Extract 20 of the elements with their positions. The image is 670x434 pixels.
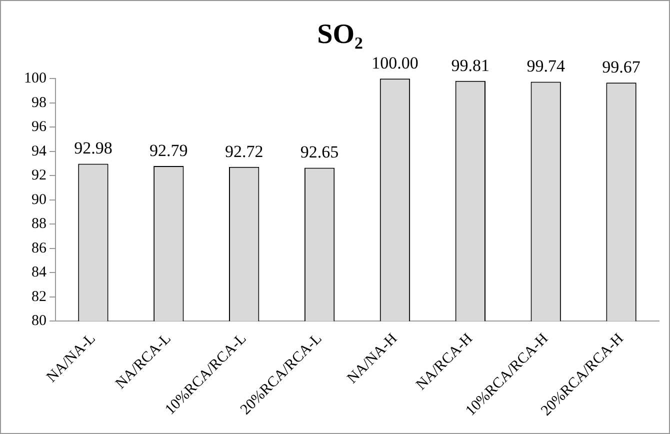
- y-tick-label: 80: [32, 313, 46, 330]
- y-tick-label: 90: [32, 192, 46, 208]
- y-tick-label: 86: [32, 240, 47, 256]
- data-label: 92.79: [150, 140, 188, 160]
- data-label: 92.72: [224, 142, 264, 161]
- y-tick-label: 88: [32, 216, 46, 232]
- data-label: 99.81: [451, 56, 490, 75]
- chart-title: SO₂: [317, 19, 363, 50]
- y-tick-label: 82: [32, 288, 46, 305]
- y-tick-label: 92: [32, 168, 46, 184]
- data-label: 92.65: [300, 142, 339, 162]
- data-label: 92.98: [74, 138, 112, 158]
- data-label: 99.67: [602, 58, 641, 77]
- y-tick-label: 100: [24, 70, 46, 87]
- data-label: 100.00: [372, 54, 418, 73]
- y-tick-label: 84: [32, 264, 47, 281]
- data-label: 99.74: [526, 56, 566, 76]
- y-tick-label: 96: [32, 119, 47, 136]
- y-tick-label: 98: [32, 94, 46, 111]
- y-tick-label: 94: [32, 143, 47, 160]
